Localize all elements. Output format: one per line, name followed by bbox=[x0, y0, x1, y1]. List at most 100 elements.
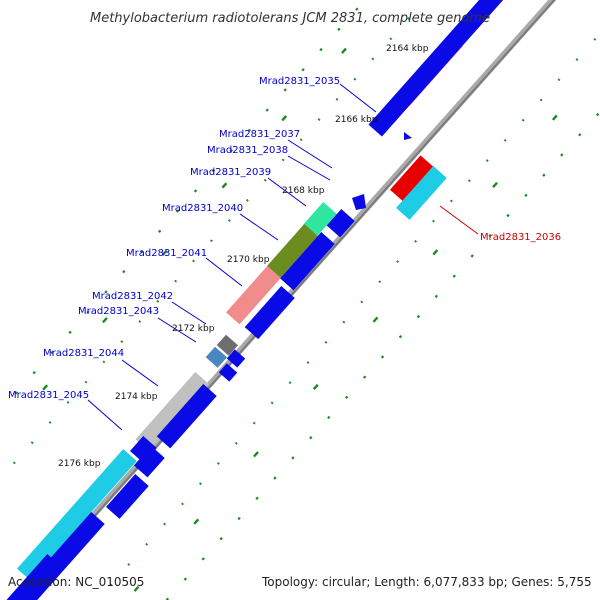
guide-dot bbox=[557, 78, 561, 82]
guide-dot bbox=[593, 37, 597, 41]
guide-dot bbox=[551, 114, 558, 121]
guide-dot bbox=[416, 314, 421, 319]
feature-mrad2831-2036-cyan[interactable] bbox=[396, 166, 447, 220]
guide-dot bbox=[127, 563, 131, 566]
feature-mrad2831-2045-cyan[interactable] bbox=[17, 449, 137, 581]
gene-label-2037[interactable]: Mrad2831_2037 bbox=[219, 129, 300, 140]
cds-track-2043[interactable] bbox=[226, 349, 246, 368]
guide-dot bbox=[319, 47, 323, 52]
feature-mrad2831-2036-red[interactable] bbox=[389, 155, 436, 204]
guide-dot bbox=[211, 169, 216, 173]
guide-dot bbox=[539, 98, 543, 102]
guide-dot bbox=[327, 415, 331, 420]
guide-dot bbox=[216, 462, 220, 465]
guide-dot bbox=[281, 158, 285, 162]
guide-dot bbox=[193, 518, 200, 525]
guide-dot bbox=[161, 249, 168, 256]
gene-label-2038[interactable]: Mrad2831_2038 bbox=[207, 145, 288, 156]
guide-dot bbox=[68, 330, 72, 334]
kbp-label: 2172 kbp bbox=[172, 324, 215, 334]
topology-text: Topology: circular; Length: 6,077,833 bp… bbox=[261, 575, 592, 589]
guide-dot bbox=[163, 522, 167, 526]
guide-dot bbox=[133, 585, 140, 592]
guide-dot bbox=[353, 77, 357, 81]
cds-track-2045c[interactable] bbox=[106, 474, 149, 519]
gene-label-2042[interactable]: Mrad2831_2042 bbox=[92, 291, 173, 302]
guide-dot bbox=[86, 310, 90, 314]
guide-dot bbox=[524, 193, 528, 198]
accession-text: Accession: NC_010505 bbox=[8, 575, 144, 589]
gene-label-2044[interactable]: Mrad2831_2044 bbox=[43, 348, 124, 359]
guide-dot bbox=[109, 583, 113, 587]
guide-dot bbox=[335, 97, 339, 101]
gene-label-2039[interactable]: Mrad2831_2039 bbox=[190, 167, 271, 178]
guide-dot bbox=[398, 335, 403, 339]
guide-dot bbox=[122, 270, 126, 274]
guide-dot bbox=[193, 189, 198, 193]
guide-dot bbox=[263, 178, 267, 182]
guide-dot bbox=[252, 421, 256, 425]
gene-label-2043[interactable]: Mrad2831_2043 bbox=[78, 306, 159, 317]
guide-dot bbox=[407, 17, 411, 20]
cds-track-2045b[interactable] bbox=[129, 436, 157, 463]
feature-mrad2831-2040-olive[interactable] bbox=[267, 224, 318, 278]
guide-dot bbox=[342, 320, 346, 324]
guide-dot bbox=[596, 112, 600, 117]
cds-track-2035[interactable] bbox=[368, 0, 507, 137]
guide-dot bbox=[341, 47, 347, 54]
cds-track-2045a[interactable] bbox=[134, 446, 165, 478]
guide-dot bbox=[145, 542, 149, 546]
gene-label-2040[interactable]: Mrad2831_2040 bbox=[162, 203, 243, 214]
guide-dot bbox=[12, 461, 16, 465]
guide-dot bbox=[470, 254, 474, 258]
gene-label-2045[interactable]: Mrad2831_2045 bbox=[8, 390, 89, 401]
cds-track-2044[interactable] bbox=[156, 384, 217, 449]
guide-dot bbox=[181, 502, 184, 506]
gene-label-2035[interactable]: Mrad2831_2035 bbox=[259, 76, 340, 87]
kbp-label: 2174 kbp bbox=[115, 392, 158, 402]
guide-dot bbox=[140, 249, 144, 254]
guide-dot bbox=[492, 181, 498, 189]
guide-dot bbox=[234, 441, 238, 445]
cds-track-2039[interactable] bbox=[326, 209, 355, 238]
gene-label-2041[interactable]: Mrad2831_2041 bbox=[126, 248, 207, 259]
feature-mrad2831-2043-darkgray[interactable] bbox=[216, 334, 238, 356]
feature-mrad2831-2043-steelblue[interactable] bbox=[205, 346, 227, 368]
feature-mrad2831-2039-green[interactable] bbox=[303, 202, 337, 237]
guide-dot bbox=[306, 361, 310, 364]
arrow-glyph-2038 bbox=[352, 194, 366, 210]
guide-dot bbox=[452, 274, 456, 278]
guide-dot bbox=[66, 400, 70, 404]
cds-track-2044a[interactable] bbox=[218, 363, 238, 382]
arrow-glyph-2037 bbox=[404, 132, 412, 140]
guide-dot bbox=[229, 148, 234, 153]
feature-mrad2831-2041-salmon[interactable] bbox=[226, 266, 281, 325]
guide-dot bbox=[291, 456, 295, 460]
guide-dot bbox=[237, 516, 241, 521]
guide-dot bbox=[30, 441, 34, 445]
cds-track-2041[interactable] bbox=[244, 286, 295, 340]
kbp-label: 2170 kbp bbox=[227, 255, 270, 265]
feature-mrad2831-2044-lightgray[interactable] bbox=[135, 372, 209, 452]
guide-dot bbox=[299, 138, 303, 142]
guide-dot bbox=[174, 279, 178, 283]
guide-dot bbox=[199, 482, 202, 486]
guide-dot bbox=[283, 88, 287, 92]
guide-dot bbox=[506, 213, 510, 218]
gene-label-2036[interactable]: Mrad2831_2036 bbox=[480, 232, 561, 243]
guide-dot bbox=[414, 239, 417, 243]
guide-dot bbox=[324, 340, 328, 344]
feature-tracks bbox=[0, 0, 507, 600]
guide-dot bbox=[467, 179, 471, 183]
guide-dot bbox=[102, 317, 108, 324]
guide-dot bbox=[253, 451, 259, 458]
tick-marks bbox=[42, 47, 558, 592]
cds-track-left[interactable] bbox=[0, 554, 61, 600]
map-title: Methylobacterium radiotolerans JCM 2831,… bbox=[90, 11, 490, 26]
cds-track-2040[interactable] bbox=[280, 232, 335, 291]
guide-dot bbox=[372, 316, 379, 323]
kbp-label: 2168 kbp bbox=[282, 186, 325, 196]
guide-dot bbox=[273, 476, 277, 480]
guide-dot bbox=[32, 371, 36, 375]
